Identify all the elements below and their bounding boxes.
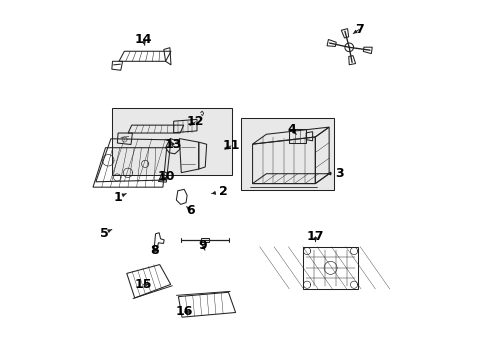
Text: 16: 16 [175, 306, 193, 319]
Text: 7: 7 [354, 23, 363, 36]
Bar [112, 108, 231, 175]
Text: 9: 9 [198, 239, 206, 252]
Text: 2: 2 [218, 185, 227, 198]
Text: 4: 4 [287, 123, 296, 136]
Text: 11: 11 [222, 139, 239, 152]
Text: 6: 6 [186, 204, 195, 217]
Text: 17: 17 [306, 230, 324, 243]
Text: 15: 15 [134, 278, 152, 291]
Text: 5: 5 [100, 226, 108, 239]
Bar [241, 118, 333, 190]
Text: 8: 8 [149, 244, 158, 257]
Text: 14: 14 [134, 33, 152, 46]
Text: 12: 12 [186, 116, 203, 129]
Text: 10: 10 [158, 170, 175, 183]
Text: 1: 1 [114, 191, 122, 204]
Text: 13: 13 [164, 138, 181, 150]
Text: 3: 3 [335, 167, 343, 180]
